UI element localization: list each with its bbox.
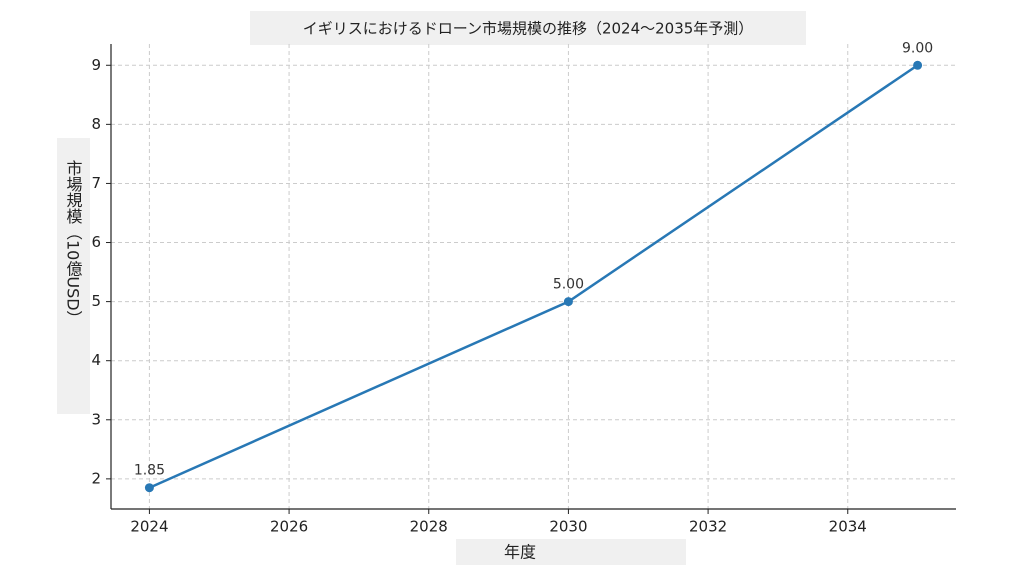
x-tick-label: 2032 [689,518,727,536]
x-axis-label: 年度 [504,543,536,562]
x-tick-label: 2028 [410,518,448,536]
y-tick-label: 5 [91,292,101,310]
y-tick-label: 6 [91,233,101,251]
y-tick-label: 4 [91,351,101,369]
line [148,64,919,489]
point [144,483,154,493]
point [563,297,573,307]
value-label: 1.85 [134,463,165,479]
x-label-box [456,539,686,565]
y-axis-label: 市場規模（10億USD） [64,160,83,327]
chart-title: イギリスにおけるドローン市場規模の推移（2024〜2035年予測） [303,20,754,38]
value-label: 5.00 [553,277,584,293]
x-tick-label: 2030 [549,518,587,536]
y-tick-label: 9 [91,56,101,74]
y-tick-label: 2 [91,469,101,487]
y-tick-label: 8 [91,115,101,133]
x-tick-label: 2026 [270,518,308,536]
y-tick-label: 3 [91,410,101,428]
title-box [250,11,806,45]
y-label-box [57,138,90,414]
value-label: 9.00 [902,40,933,56]
point [913,60,923,70]
x-tick-label: 2034 [829,518,867,536]
y-tick-label: 7 [91,174,101,192]
x-tick-label: 2024 [130,518,168,536]
